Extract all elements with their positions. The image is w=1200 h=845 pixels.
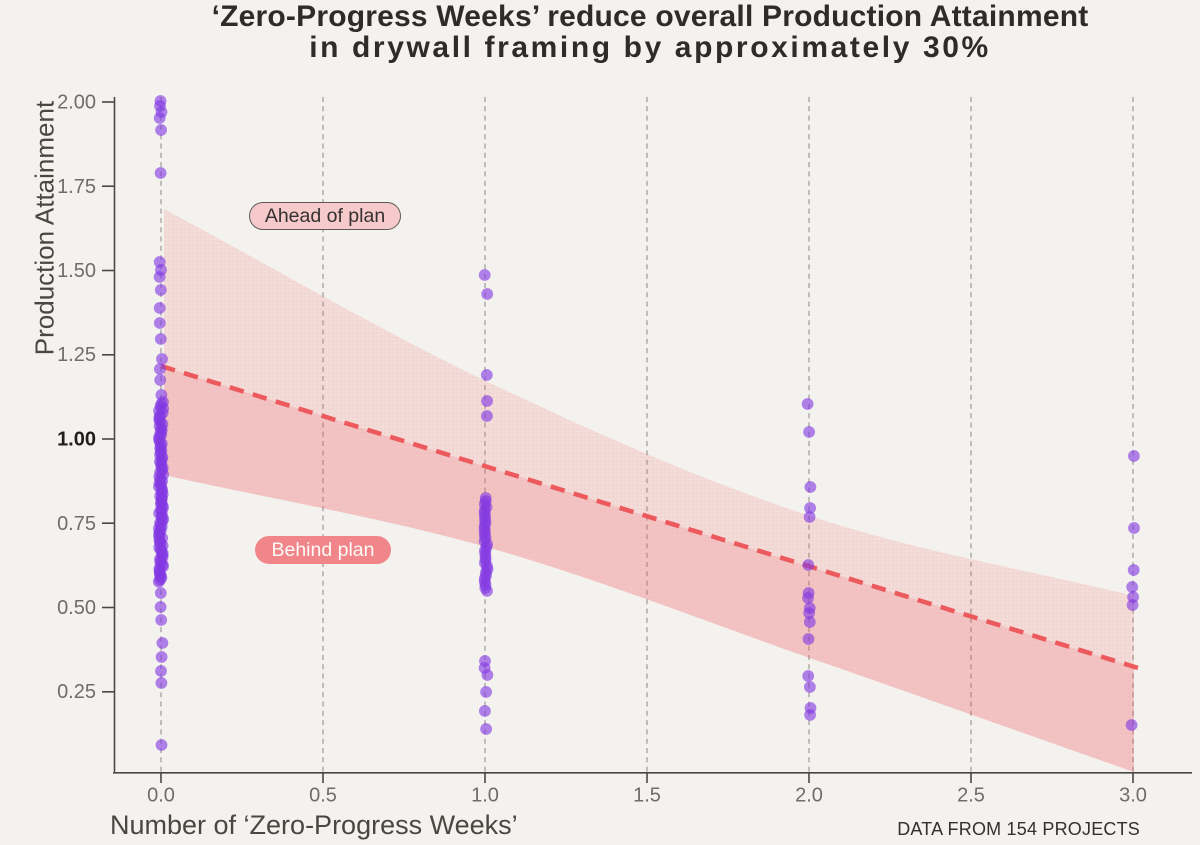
svg-text:1.0: 1.0 (471, 785, 499, 807)
svg-text:3.0: 3.0 (1119, 785, 1147, 807)
svg-text:0.75: 0.75 (57, 513, 96, 535)
svg-text:2.00: 2.00 (57, 92, 96, 114)
svg-text:1.75: 1.75 (57, 176, 96, 198)
svg-text:1.5: 1.5 (633, 785, 661, 807)
svg-text:1.25: 1.25 (57, 344, 96, 366)
svg-text:0.25: 0.25 (57, 681, 96, 703)
svg-text:0.5: 0.5 (309, 785, 337, 807)
svg-text:0.50: 0.50 (57, 597, 96, 619)
svg-text:1.00: 1.00 (57, 429, 96, 451)
svg-text:2.5: 2.5 (957, 785, 985, 807)
svg-text:2.0: 2.0 (795, 785, 823, 807)
svg-text:1.50: 1.50 (57, 260, 96, 282)
svg-text:0.0: 0.0 (147, 785, 175, 807)
